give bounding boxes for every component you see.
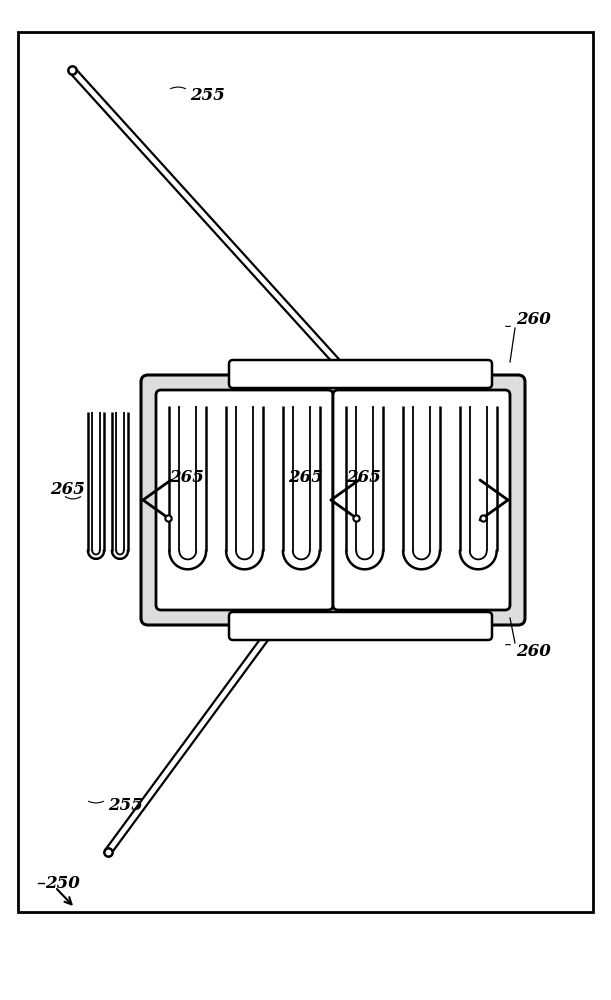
Text: 265: 265 <box>169 470 204 487</box>
Bar <box>18 32 593 912</box>
Text: 255: 255 <box>190 87 225 104</box>
FancyBboxPatch shape <box>229 612 492 640</box>
Text: 265: 265 <box>346 470 381 487</box>
FancyBboxPatch shape <box>333 390 510 610</box>
Text: 260: 260 <box>516 644 551 660</box>
Polygon shape <box>70 68 357 384</box>
FancyBboxPatch shape <box>229 360 492 388</box>
Text: 260: 260 <box>516 312 551 328</box>
Text: 255: 255 <box>108 796 143 814</box>
Text: 265: 265 <box>50 482 85 498</box>
FancyBboxPatch shape <box>141 375 525 625</box>
Text: 250: 250 <box>45 874 80 892</box>
Polygon shape <box>105 616 283 854</box>
FancyBboxPatch shape <box>156 390 333 610</box>
Text: 265: 265 <box>288 470 323 487</box>
